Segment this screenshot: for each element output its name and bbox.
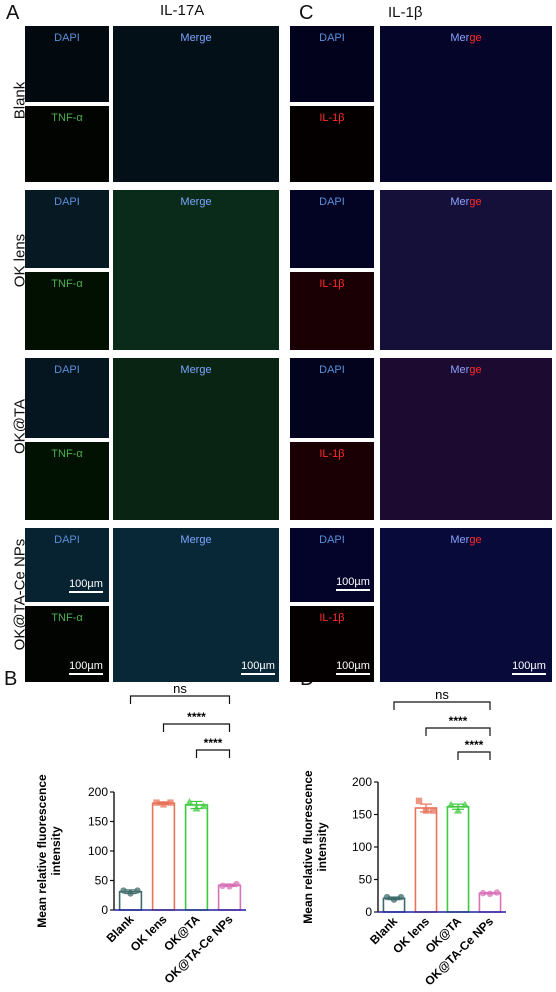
- bar-1: [414, 807, 438, 913]
- x-tick-label: OK lens: [128, 912, 170, 954]
- scale-bar: 100µm: [69, 660, 103, 675]
- data-point: [383, 893, 391, 901]
- data-point: [486, 890, 494, 897]
- y-tick-label: 0: [365, 905, 372, 919]
- data-point: [461, 800, 469, 808]
- data-point: [167, 799, 174, 806]
- micrograph-a-blank-dapi: DAPI: [25, 26, 109, 102]
- scale-bar: 100µm: [69, 578, 103, 593]
- micrograph-c-okta-il: IL-1β: [290, 442, 374, 520]
- micrograph-c-okce-merge: Merge 100µm: [380, 528, 552, 682]
- significance-label: ****: [204, 736, 223, 750]
- significance-label: ****: [449, 714, 468, 728]
- y-tick-label: 150: [88, 815, 108, 829]
- bar-1: [151, 802, 176, 911]
- data-point: [454, 806, 462, 814]
- data-point: [134, 887, 141, 894]
- micrograph-a-oklens-tnf: TNF-α: [25, 272, 109, 350]
- data-point: [422, 807, 430, 814]
- data-point: [192, 804, 201, 812]
- micrograph-a-okta-dapi: DAPI: [25, 358, 109, 438]
- panel-a-title: IL-17A: [160, 2, 205, 19]
- significance-label: ****: [465, 738, 484, 752]
- significance-bracket: [129, 695, 231, 704]
- scale-bar: 100µm: [241, 660, 275, 675]
- micrograph-c-oklens-dapi: DAPI: [290, 190, 374, 268]
- micrograph-a-blank-tnf: TNF-α: [25, 106, 109, 182]
- data-point: [160, 801, 167, 808]
- panel-letter-c: C: [299, 2, 314, 24]
- micrograph-c-oklens-merge: Merge: [380, 190, 552, 350]
- y-tick-label: 150: [352, 808, 372, 822]
- bar-2: [446, 805, 470, 913]
- micrograph-c-oklens-il: IL-1β: [290, 272, 374, 350]
- micrograph-c-okce-dapi: DAPI 100µm: [290, 528, 374, 602]
- data-point: [127, 890, 134, 897]
- data-point: [493, 889, 501, 896]
- scale-bar: 100µm: [336, 576, 370, 591]
- data-point: [219, 882, 226, 890]
- micrograph-a-okce-merge: Merge 100µm: [113, 528, 279, 682]
- data-point: [429, 807, 437, 814]
- significance-bracket: [457, 751, 491, 760]
- micrograph-a-oklens-dapi: DAPI: [25, 190, 109, 268]
- data-point: [415, 797, 423, 805]
- micrograph-a-blank-merge: Merge: [113, 26, 279, 182]
- data-point: [199, 802, 208, 810]
- significance-bracket: [195, 749, 231, 758]
- micrograph-a-okce-tnf: TNF-α 100µm: [25, 606, 109, 682]
- data-point: [390, 896, 398, 903]
- micrograph-c-blank-dapi: DAPI: [290, 26, 374, 102]
- significance-label: ns: [435, 687, 449, 702]
- data-point: [479, 889, 487, 897]
- data-point: [447, 800, 455, 808]
- scale-bar: 100µm: [512, 660, 546, 675]
- y-tick-label: 0: [101, 903, 108, 917]
- scale-bar: 100µm: [336, 660, 370, 675]
- micrograph-a-okta-merge: Merge: [113, 358, 279, 520]
- significance-bracket: [162, 723, 231, 732]
- data-point: [226, 883, 233, 890]
- micrograph-c-okta-merge: Merge: [380, 358, 552, 520]
- significance-bracket: [425, 727, 491, 736]
- y-tick-label: 50: [359, 873, 373, 887]
- y-tick-label: 200: [352, 775, 372, 789]
- data-point: [153, 799, 160, 806]
- bar-2: [184, 804, 209, 911]
- y-axis-label: Mean relative fluorescenceintensity: [35, 774, 63, 928]
- y-tick-label: 100: [352, 840, 372, 854]
- data-point: [233, 880, 240, 888]
- y-tick-label: 50: [95, 874, 109, 888]
- data-point: [120, 887, 127, 894]
- significance-label: ****: [187, 710, 206, 724]
- panel-c-title: IL-1β: [388, 4, 423, 21]
- micrograph-a-oklens-merge: Merge: [113, 190, 279, 350]
- data-point: [397, 893, 405, 901]
- micrograph-c-blank-il: IL-1β: [290, 106, 374, 182]
- y-tick-label: 200: [88, 785, 108, 799]
- significance-label: ns: [173, 681, 187, 696]
- y-axis-label: Mean relative fluorescenceintensity: [301, 770, 329, 924]
- micrograph-c-okta-dapi: DAPI: [290, 358, 374, 438]
- panel-letter-b: B: [4, 668, 18, 690]
- significance-bracket: [393, 701, 491, 710]
- micrograph-a-okta-tnf: TNF-α: [25, 442, 109, 520]
- micrograph-c-okce-il: IL-1β 100µm: [290, 606, 374, 682]
- data-point: [185, 798, 194, 806]
- y-tick-label: 100: [88, 844, 108, 858]
- micrograph-c-blank-merge: Merge: [380, 26, 552, 182]
- panel-letter-a: A: [6, 2, 20, 24]
- micrograph-a-okce-dapi: DAPI 100µm: [25, 528, 109, 602]
